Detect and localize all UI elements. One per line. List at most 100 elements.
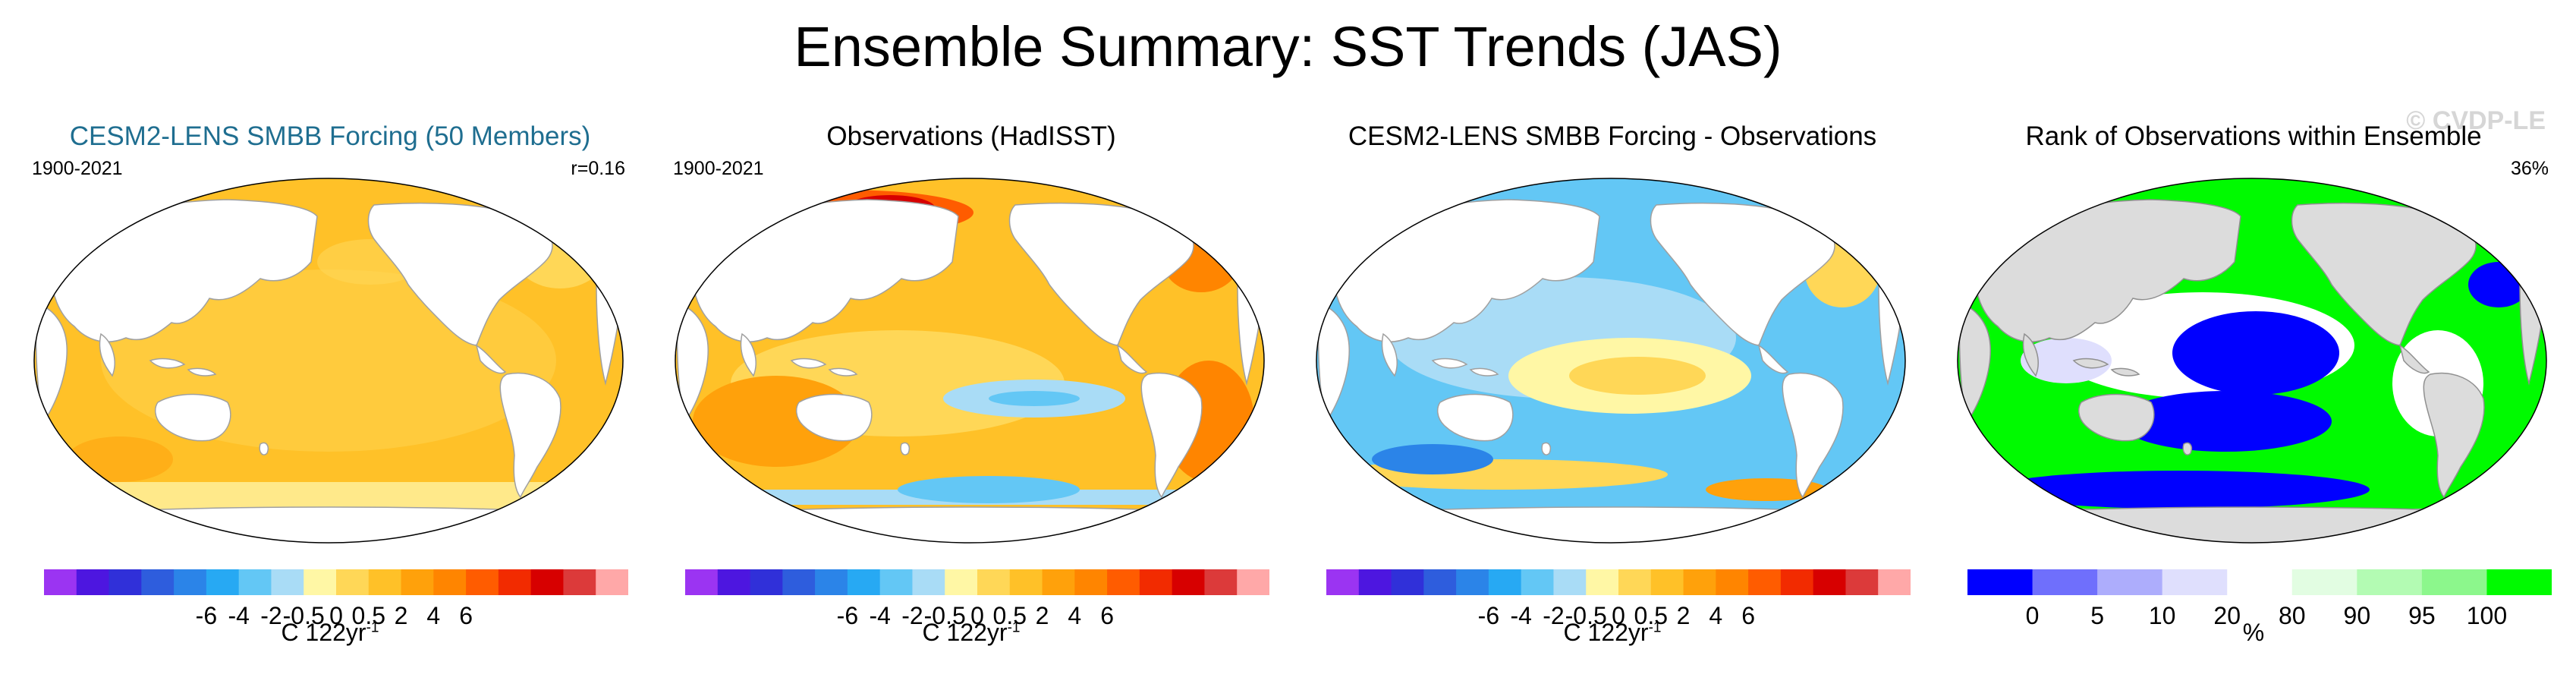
panel-title: Rank of Observations within Ensemble [2025,121,2482,151]
colorbar-swatch [1748,569,1782,595]
map-outline [1316,178,1906,544]
colorbar-tick-label: 80 [2279,602,2306,629]
colorbar-tick-label: -0.5 [1565,602,1607,629]
field-patch [1990,471,2370,509]
colorbar-tick-label: -6 [837,602,858,629]
colorbar-swatch [76,569,110,595]
map-outline [1957,178,2547,544]
colorbar-tick-label: 0 [970,602,984,629]
colorbar-tick-label: -0.5 [924,602,966,629]
colorbar-swatch [206,569,240,595]
panel-rank: Rank of Observations within Ensemble 36%… [1939,114,2568,676]
colorbar-swatch [1204,569,1238,595]
colorbar: -6 -4 -2 -0.5 0 0.5 2 4 6 [1326,569,1911,629]
colorbar-tick-label: 0 [329,602,343,629]
panel-title: Observations (HadISST) [826,121,1116,151]
colorbar-tick-label: 0 [2026,602,2040,629]
colorbar-tick-label: 2 [1036,602,1049,629]
colorbar-swatch [336,569,370,595]
sst-trend-map [675,178,1265,544]
colorbar-swatch [2227,569,2293,595]
colorbar-swatch [1683,569,1716,595]
colorbar-tick-label: 2 [1677,602,1691,629]
colorbar-tick-label: 0 [1612,602,1625,629]
colorbar-swatch [1326,569,1360,595]
field-patch [2021,338,2112,383]
panel-observations: Observations (HadISST) 1900-2021 -6 -4 -2-… [656,114,1286,676]
colorbar-tick-label: -0.5 [283,602,325,629]
colorbar-swatch [815,569,848,595]
colorbar-swatch [717,569,751,595]
colorbar-tick-label: 90 [2344,602,2371,629]
colorbar-swatch [750,569,783,595]
colorbar-swatch [685,569,719,595]
colorbar-swatch [174,569,207,595]
colorbar-swatch [44,569,77,595]
colorbar-swatch [1074,569,1108,595]
period-label: 1900-2021 [32,158,123,179]
colorbar-tick-label: -6 [1478,602,1499,629]
colorbar-swatch [1521,569,1554,595]
sst-trend-map [33,178,624,544]
colorbar-tick-label: 6 [1100,602,1114,629]
rank-map [1957,178,2547,544]
field-patch [1569,357,1706,395]
panel-title: CESM2-LENS SMBB Forcing (50 Members) [69,121,591,151]
panel-model: CESM2-LENS SMBB Forcing (50 Members) 190… [15,114,645,676]
map-outline [33,178,624,544]
colorbar-swatch [271,569,304,595]
colorbar-tick-label: 4 [1709,602,1722,629]
colorbar-swatch [1172,569,1205,595]
colorbar-tick-label: 4 [426,602,440,629]
field-patch [2119,391,2332,452]
colorbar-tick-label: 6 [1741,602,1755,629]
colorbar: -6 -4 -2 -0.5 0 0.5 2 4 6 [44,569,628,629]
colorbar-swatch [1358,569,1392,595]
colorbar: -6 -4 -2 -0.5 0 0.5 2 4 6 [685,569,1269,629]
colorbar-tick-label: 20 [2213,602,2241,629]
colorbar-swatch [1391,569,1424,595]
field-patch [1706,478,1827,501]
colorbar-swatch [1107,569,1140,595]
colorbar-swatch [2421,569,2487,595]
colorbar-tick-label: 10 [2149,602,2176,629]
colorbar-tick-label: -2 [260,602,282,629]
colorbar-label: C 122yr-1 [1563,619,1662,646]
colorbar-swatch [1553,569,1587,595]
colorbar-swatch [2162,569,2228,595]
colorbar-tick-label: -4 [1510,602,1531,629]
rank-percent-label: 36% [2510,158,2549,179]
colorbar-swatch [1618,569,1652,595]
colorbar-tick-label: -6 [196,602,217,629]
field-patch [989,391,1080,406]
colorbar-swatch [1009,569,1043,595]
colorbar-tick-label: 5 [2090,602,2104,629]
colorbar-swatch [1967,569,2033,595]
colorbar-swatch [1780,569,1814,595]
colorbar-swatch [2357,569,2423,595]
field-patch [2172,311,2339,395]
colorbar-swatch [498,569,532,595]
main-title: Ensemble Summary: SST Trends (JAS) [794,15,1782,78]
colorbar-tick-label: -4 [228,602,249,629]
colorbar-swatch [847,569,881,595]
colorbar-swatch [530,569,564,595]
colorbar-swatch [782,569,816,595]
colorbar-swatch [1650,569,1684,595]
colorbar-label: C 122yr-1 [281,619,379,646]
colorbar-tick-label: -2 [901,602,923,629]
colorbar-tick-label: -4 [869,602,890,629]
colorbar-swatch [596,569,628,595]
colorbar-swatch [1423,569,1457,595]
colorbar-swatch [945,569,978,595]
colorbar-swatch [466,569,499,595]
colorbar-swatch [2486,569,2552,595]
colorbar-swatch [433,569,467,595]
colorbar: 0 5 10 20 80 90 95 100 [1967,569,2552,629]
colorbar-swatch [1845,569,1879,595]
colorbar-swatch [1456,569,1489,595]
colorbar-swatch [977,569,1011,595]
colorbar-label: C 122yr-1 [922,619,1021,646]
colorbar-swatch [1586,569,1619,595]
panel-difference: CESM2-LENS SMBB Forcing - Observations -… [1297,114,1927,676]
